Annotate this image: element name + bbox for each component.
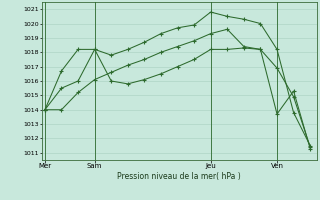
X-axis label: Pression niveau de la mer( hPa ): Pression niveau de la mer( hPa ) [117,172,241,181]
